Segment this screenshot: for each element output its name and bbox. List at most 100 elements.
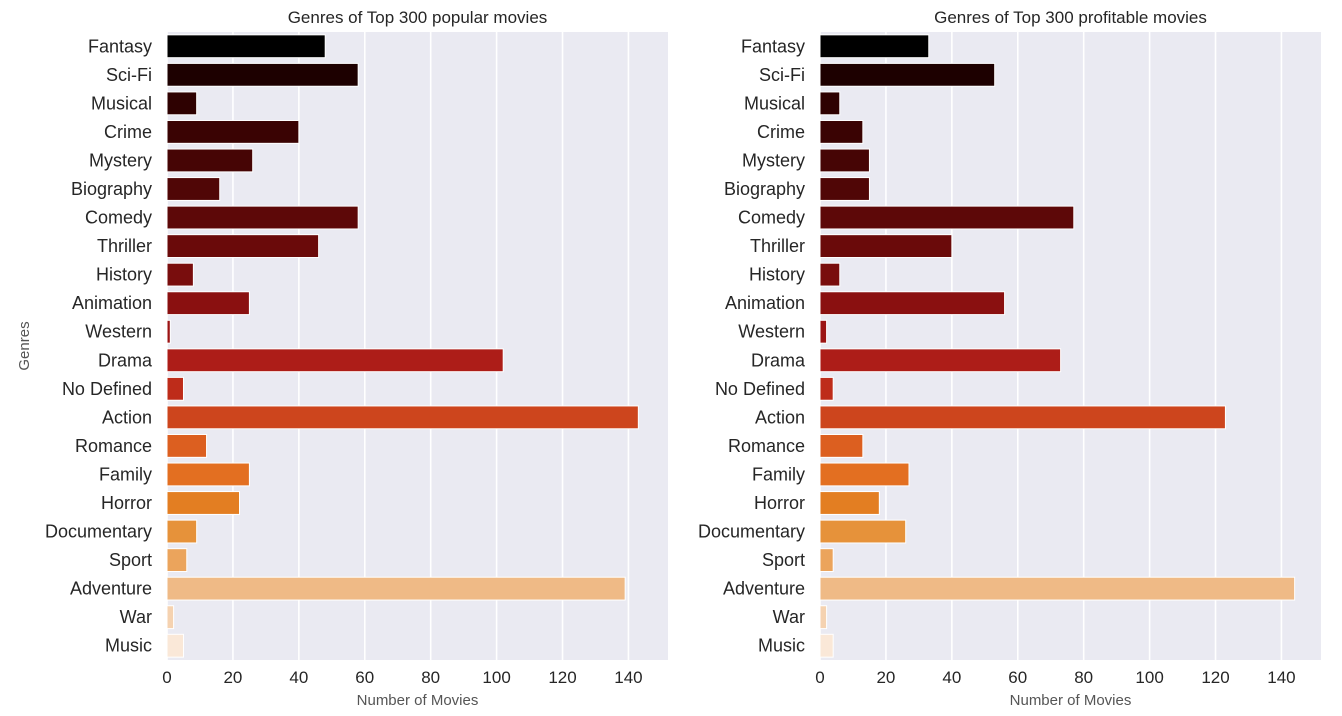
category-label: No Defined — [715, 379, 805, 399]
category-label: Musical — [744, 93, 805, 113]
bar — [819, 405, 1226, 430]
category-label: Sci-Fi — [106, 65, 152, 85]
bar — [819, 148, 870, 173]
category-label: Adventure — [723, 579, 805, 599]
bar — [166, 405, 639, 430]
bar — [166, 433, 208, 458]
bar — [819, 119, 864, 144]
bar — [166, 262, 194, 287]
bar — [166, 462, 250, 487]
plot-area — [820, 32, 1321, 660]
category-label: Biography — [71, 179, 152, 199]
category-label: Western — [85, 322, 152, 342]
bar — [819, 234, 953, 259]
category-label: Drama — [751, 350, 806, 370]
bar — [166, 62, 359, 87]
category-label: Music — [105, 636, 152, 656]
chart-popular-movies: 0 20 40 60 80 100 120 140 Fantasy Sci-Fi Musical Cr… — [16, 8, 668, 709]
bar — [166, 519, 198, 544]
y-axis-label: Genres — [16, 321, 33, 370]
category-label: History — [96, 265, 152, 285]
x-tick-label: 100 — [1135, 668, 1163, 687]
bar — [819, 319, 828, 344]
category-label: Horror — [754, 493, 805, 513]
category-label: No Defined — [62, 379, 152, 399]
category-label: Animation — [725, 293, 805, 313]
category-label: Family — [99, 464, 152, 484]
bar — [819, 62, 996, 87]
bar — [819, 205, 1075, 230]
x-tick-label: 0 — [162, 668, 171, 687]
category-label: Documentary — [698, 522, 805, 542]
bar — [166, 291, 250, 316]
x-axis-label: Number of Movies — [357, 692, 479, 709]
chart-title: Genres of Top 300 profitable movies — [934, 8, 1207, 27]
bar — [166, 319, 171, 344]
chart-profitable-movies: 0 20 40 60 80 100 120 140 Fantasy Sci-Fi Musical Cr… — [698, 8, 1321, 709]
bar — [166, 34, 326, 59]
category-label: History — [749, 265, 805, 285]
chart-title: Genres of Top 300 popular movies — [288, 8, 548, 27]
bar — [819, 633, 834, 658]
category-label: Thriller — [750, 236, 805, 256]
category-label: Comedy — [85, 208, 152, 228]
category-label: Sport — [109, 550, 152, 570]
x-tick-label: 80 — [421, 668, 440, 687]
x-tick-label: 20 — [223, 668, 242, 687]
category-label: Mystery — [742, 150, 805, 170]
category-label: Sci-Fi — [759, 65, 805, 85]
x-tick-label: 0 — [815, 668, 824, 687]
bar — [166, 548, 188, 573]
bar — [819, 91, 841, 116]
category-label: Musical — [91, 93, 152, 113]
bar — [819, 462, 910, 487]
bar — [166, 376, 184, 401]
bar — [166, 633, 184, 658]
bar — [819, 576, 1296, 601]
category-label: Sport — [762, 550, 805, 570]
category-label: Crime — [104, 122, 152, 142]
bar — [166, 205, 359, 230]
bar — [166, 234, 320, 259]
category-label: Horror — [101, 493, 152, 513]
bar — [166, 148, 254, 173]
category-label: Romance — [75, 436, 152, 456]
category-label: Thriller — [97, 236, 152, 256]
x-tick-label: 140 — [614, 668, 642, 687]
bar — [166, 576, 626, 601]
bar — [166, 491, 241, 515]
category-label: Fantasy — [88, 36, 152, 56]
category-label: Comedy — [738, 208, 805, 228]
x-axis-label: Number of Movies — [1010, 692, 1132, 709]
category-label: Fantasy — [741, 36, 805, 56]
bar — [819, 491, 880, 515]
bar — [819, 291, 1006, 316]
bar — [819, 177, 870, 201]
category-label: War — [120, 607, 152, 627]
bar — [819, 605, 828, 630]
x-tick-label: 40 — [289, 668, 308, 687]
category-label: Animation — [72, 293, 152, 313]
category-label: Crime — [757, 122, 805, 142]
x-tick-label: 80 — [1074, 668, 1093, 687]
category-label: War — [773, 607, 805, 627]
category-label: Documentary — [45, 522, 152, 542]
category-label: Drama — [98, 350, 153, 370]
bar — [166, 605, 175, 630]
x-tick-label: 60 — [355, 668, 374, 687]
x-tick-label: 20 — [876, 668, 895, 687]
bar — [819, 548, 834, 573]
bar — [819, 348, 1062, 373]
bar — [166, 119, 300, 144]
bar — [819, 34, 930, 59]
category-label: Music — [758, 636, 805, 656]
x-tick-label: 100 — [482, 668, 510, 687]
x-tick-label: 120 — [1201, 668, 1229, 687]
category-label: Biography — [724, 179, 805, 199]
category-label: Action — [102, 407, 152, 427]
bar — [819, 376, 834, 401]
category-label: Family — [752, 464, 805, 484]
x-tick-label: 120 — [548, 668, 576, 687]
category-label: Adventure — [70, 579, 152, 599]
